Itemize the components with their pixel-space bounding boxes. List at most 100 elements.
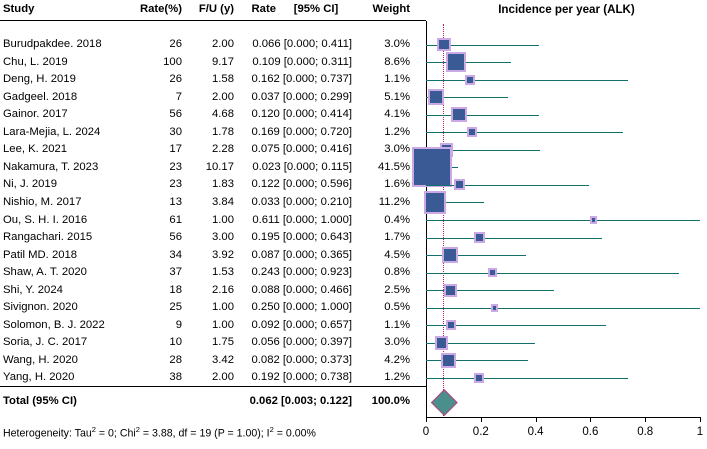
row-study-name: Chu, L. 2019 (3, 55, 68, 68)
x-tick (426, 417, 427, 422)
table-row: Nakamura, T. 2023 23 10.17 0.023 [0.000; 0.… (0, 160, 418, 175)
table-row: Wang, H. 2020 28 3.42 0.082 [0.000; 0.373] 4… (0, 353, 418, 368)
x-tick-label: 0.4 (527, 426, 544, 438)
confidence-interval-line (426, 272, 679, 274)
row-weight: 3.0% (384, 143, 410, 156)
row-rate-ci: 0.056 [0.000; 0.397] (251, 336, 352, 349)
row-weight: 1.2% (384, 371, 410, 384)
row-rate-ci: 0.109 [0.000; 0.311] (252, 55, 352, 68)
row-fu-years: 3.42 (212, 353, 234, 366)
column-header-weight: Weight (372, 3, 410, 15)
total-rate-ci: 0.062 [0.003; 0.122] (249, 395, 352, 407)
row-study-name: Solomon, B. J. 2022 (3, 318, 105, 331)
row-rate-pct: 26 (169, 38, 182, 50)
confidence-interval-line (426, 97, 508, 99)
row-rate-pct: 23 (169, 178, 182, 191)
study-effect-marker (453, 179, 465, 191)
row-weight: 3.0% (384, 336, 410, 349)
row-rate-pct: 7 (175, 90, 182, 103)
row-study-name: Shaw, A. T. 2020 (3, 266, 87, 279)
row-fu-years: 3.92 (212, 248, 234, 261)
row-rate-pct: 13 (169, 195, 182, 208)
row-rate-pct: 38 (169, 371, 182, 384)
row-fu-years: 2.00 (212, 38, 234, 50)
study-effect-marker (427, 88, 445, 106)
row-rate-ci: 0.169 [0.000; 0.720] (251, 125, 352, 138)
horizontal-axis-line (426, 417, 701, 418)
confidence-interval-line (426, 202, 484, 204)
row-fu-years: 9.17 (212, 55, 234, 68)
row-rate-pct: 10 (169, 336, 182, 349)
column-header-rate-pct: Rate(%) (139, 3, 182, 15)
row-fu-years: 2.16 (212, 283, 234, 296)
row-study-name: Gadgeel. 2018 (3, 90, 78, 103)
row-fu-years: 3.84 (212, 195, 234, 208)
study-effect-marker (467, 127, 478, 138)
row-rate-ci: 0.087 [0.000; 0.365] (251, 248, 352, 261)
study-effect-marker (437, 37, 451, 52)
row-weight: 0.8% (384, 266, 410, 279)
row-weight: 1.1% (384, 73, 410, 86)
row-rate-ci: 0.075 [0.000; 0.416] (251, 143, 352, 156)
row-weight: 41.5% (377, 160, 410, 173)
row-weight: 2.5% (384, 283, 410, 296)
study-effect-marker (440, 352, 457, 369)
row-rate-pct: 61 (169, 213, 182, 226)
table-row: Lee, K. 2021 17 2.28 0.075 [0.000; 0.416] 3.… (0, 142, 418, 157)
x-tick-label: 1 (696, 426, 704, 438)
column-header-rate: Rate (251, 3, 277, 15)
x-tick (480, 417, 482, 422)
row-rate-pct: 17 (169, 143, 182, 156)
row-rate-ci: 0.195 [0.000; 0.643] (251, 231, 352, 244)
confidence-interval-line (426, 220, 700, 221)
study-table: Study Rate(%) F/U (y) Rate [95% CI] Weig… (0, 3, 426, 440)
confidence-interval-line (426, 114, 540, 116)
column-header-ci: [95% CI] (293, 3, 339, 15)
confidence-interval-line (426, 44, 539, 46)
confidence-interval-line (426, 62, 512, 64)
confidence-interval-line (426, 149, 540, 151)
study-effect-marker (443, 283, 457, 297)
table-row: Ni, J. 2019 23 1.83 0.122 [0.000; 0.596] 1.6… (0, 177, 418, 192)
row-rate-pct: 100 (163, 55, 182, 68)
table-row: Solomon, B. J. 2022 9 1.00 0.092 [0.000; 0.… (0, 318, 418, 333)
row-rate-ci: 0.033 [0.000; 0.210] (251, 195, 352, 208)
confidence-interval-line (426, 255, 526, 257)
row-weight: 1.2% (384, 125, 410, 138)
row-study-name: Soria, J. C. 2017 (3, 336, 88, 349)
x-tick (535, 417, 537, 422)
row-rate-pct: 28 (169, 353, 182, 366)
table-row: Nishio, M. 2017 13 3.84 0.033 [0.000; 0.210… (0, 195, 418, 210)
row-rate-pct: 56 (169, 108, 182, 121)
row-weight: 3.0% (384, 38, 410, 50)
table-row: Chu, L. 2019 100 9.17 0.109 [0.000; 0.311] 8… (0, 55, 418, 70)
confidence-interval-line (426, 325, 607, 327)
study-effect-marker (434, 336, 449, 350)
study-effect-marker (445, 51, 467, 73)
row-study-name: Wang, H. 2020 (3, 353, 78, 366)
row-study-name: Nakamura, T. 2023 (3, 160, 99, 173)
table-row: Lara-Mejia, L. 2024 30 1.78 0.169 [0.000; 0… (0, 125, 418, 140)
row-fu-years: 1.00 (212, 213, 234, 226)
row-fu-years: 1.78 (212, 125, 234, 138)
row-study-name: Sivignon. 2020 (3, 301, 78, 314)
row-fu-years: 1.53 (212, 266, 234, 279)
pooled-reference-line (442, 24, 444, 416)
x-tick-label: 0.6 (582, 426, 599, 438)
row-fu-years: 2.00 (212, 371, 234, 384)
row-study-name: Deng, H. 2019 (3, 73, 76, 86)
table-row: Deng, H. 2019 26 1.58 0.162 [0.000; 0.737] 1… (0, 72, 418, 87)
row-fu-years: 2.28 (212, 143, 234, 156)
table-row: Shaw, A. T. 2020 37 1.53 0.243 [0.000; 0.92… (0, 265, 418, 280)
row-weight: 8.6% (384, 55, 410, 68)
row-weight: 4.5% (384, 248, 410, 261)
confidence-interval-line (426, 237, 603, 239)
row-weight: 5.1% (384, 90, 410, 103)
row-rate-pct: 23 (169, 160, 182, 173)
row-rate-pct: 56 (169, 231, 182, 244)
row-study-name: Shi, Y. 2024 (3, 283, 63, 296)
x-tick (645, 417, 647, 422)
row-fu-years: 10.17 (205, 160, 234, 173)
pooled-effect-diamond (430, 389, 458, 416)
